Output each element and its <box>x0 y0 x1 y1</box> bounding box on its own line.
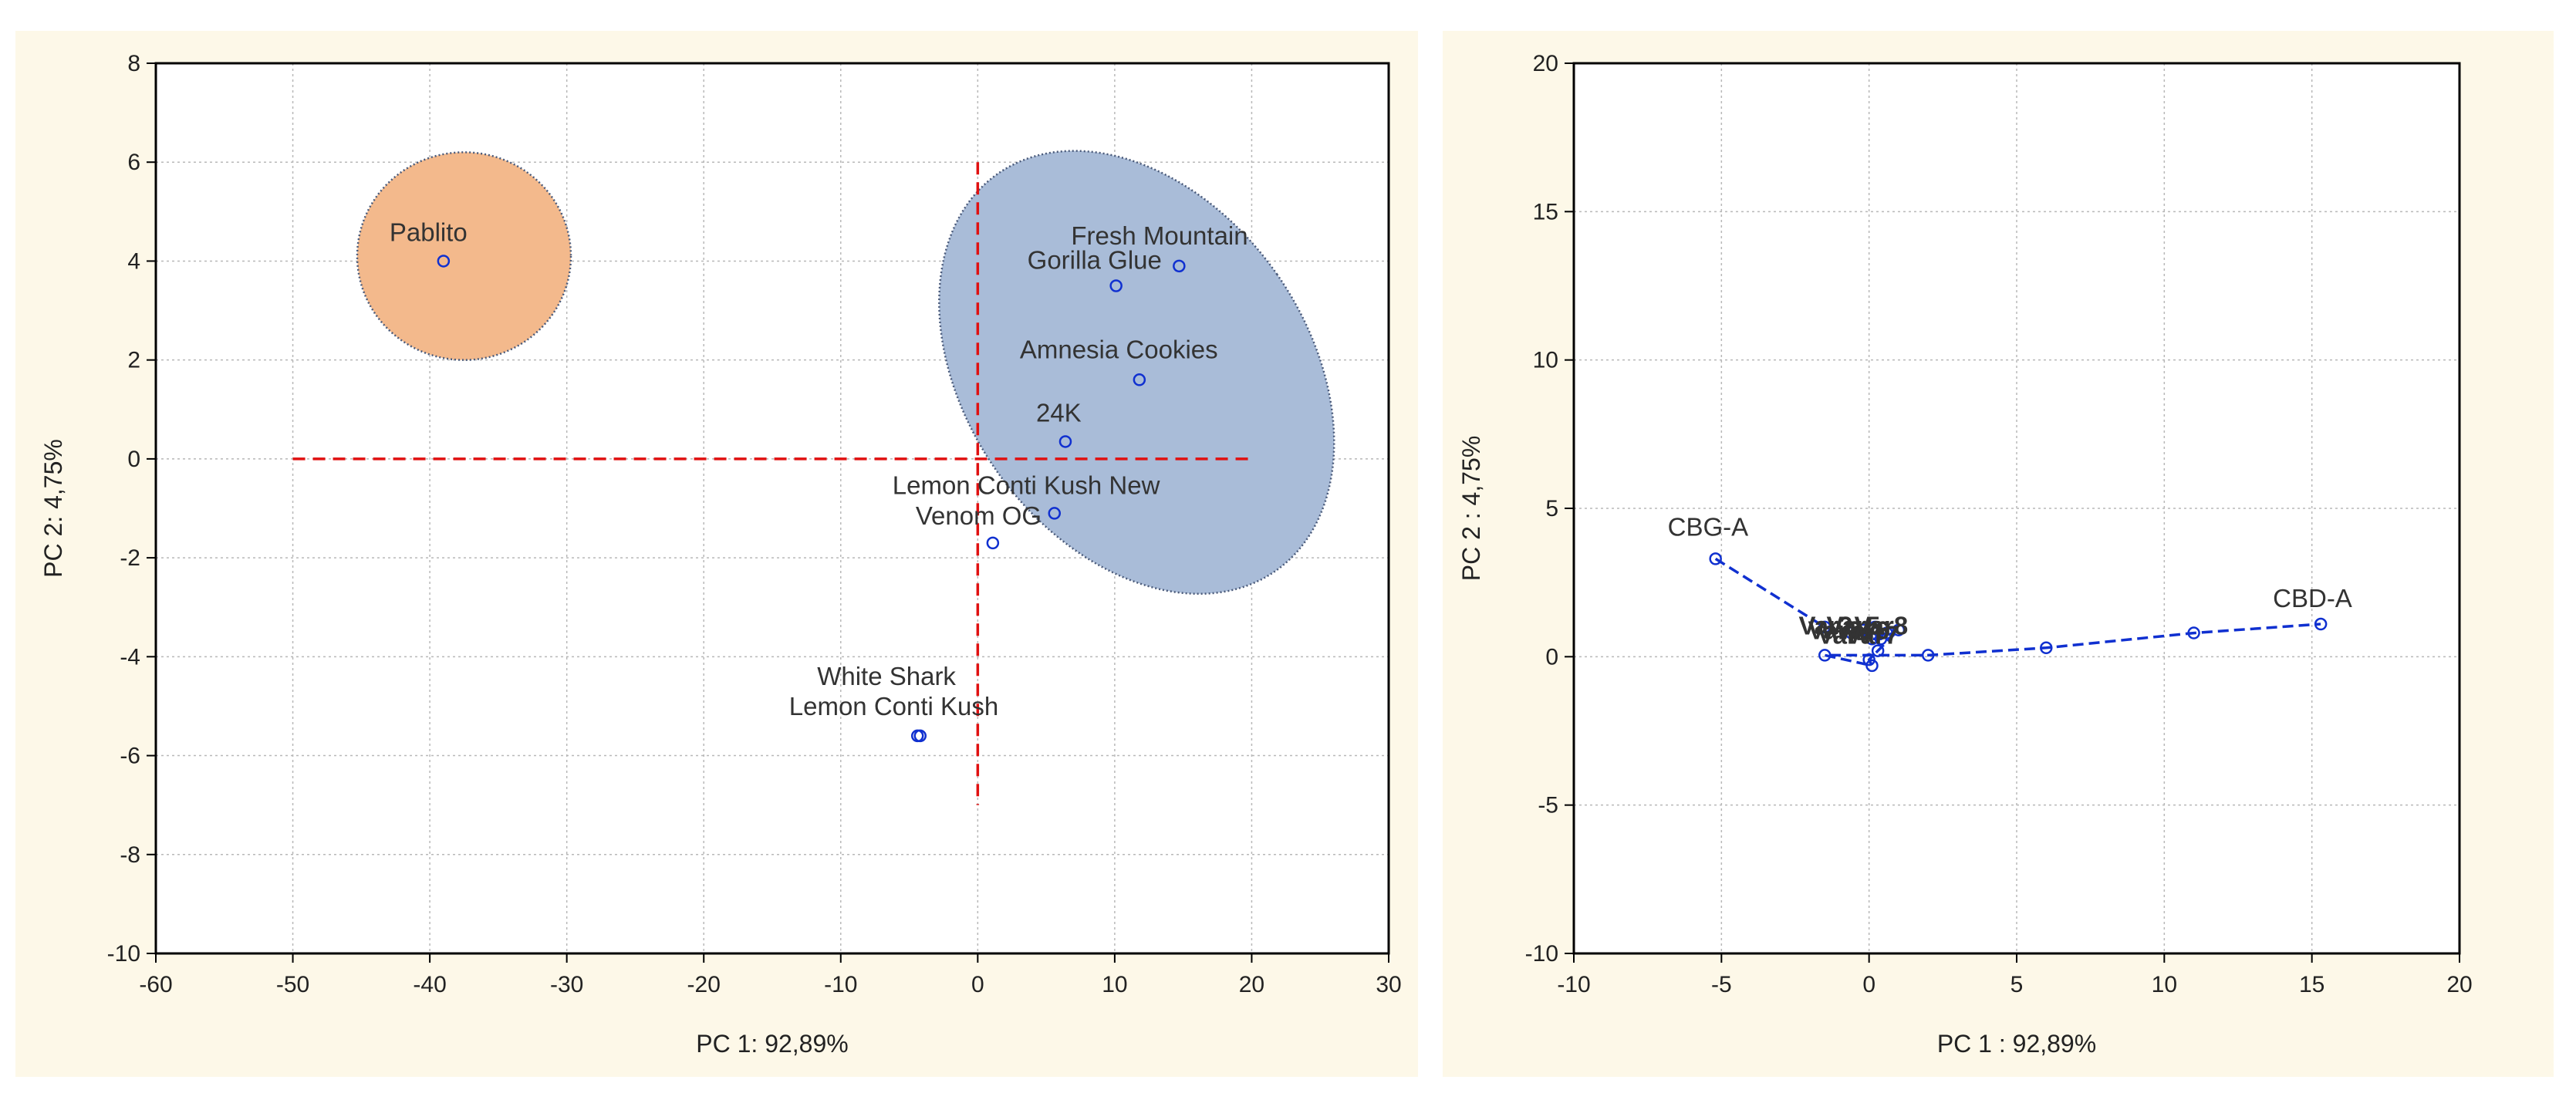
loading-point <box>1818 649 1832 662</box>
loading-point <box>1874 633 1888 646</box>
right-x-tick-label: -5 <box>1711 972 1732 997</box>
left-y-tick-label: 8 <box>127 51 140 76</box>
data-point <box>1109 279 1123 292</box>
left-y-axis-title: PC 2: 4,75% <box>39 439 67 578</box>
right-x-tick-label: 5 <box>2010 972 2024 997</box>
left-x-tick-label: 20 <box>1239 972 1264 997</box>
left-x-axis-title: PC 1: 92,89% <box>696 1030 848 1058</box>
right-x-tick-label: 0 <box>1862 972 1875 997</box>
right-x-tick-label: 15 <box>2299 972 2324 997</box>
data-point <box>986 536 1000 550</box>
loading-point <box>1865 633 1879 646</box>
left-y-tick-label: 0 <box>127 447 140 472</box>
data-point-label: Venom OG <box>916 501 1042 530</box>
loading-cluster-label: Var4 <box>1817 621 1871 650</box>
left-plot-frame <box>154 62 1390 955</box>
right-y-tick-label: -5 <box>1538 793 1558 818</box>
right-x-tick-label: 20 <box>2446 972 2472 997</box>
loading-point <box>1856 623 1870 636</box>
right-y-tick-label: -10 <box>1525 941 1558 967</box>
left-x-tick-label: 10 <box>1102 972 1127 997</box>
data-point <box>1173 259 1186 273</box>
left-x-tick-label: 30 <box>1376 972 1401 997</box>
loading-point <box>2187 626 2200 639</box>
left-y-tick-label: -4 <box>120 644 140 670</box>
left-x-tick-label: -30 <box>550 972 583 997</box>
left-chart-panel: -60 -50 -40 -30 -20 -10 0 10 20 30 -10 -8 -6 -4 -2 0 2 4 6… <box>15 31 1418 1077</box>
right-y-tick-label: 10 <box>1533 348 1558 373</box>
data-point-label: 24K <box>1036 398 1082 427</box>
data-point-label: Lemon Conti Kush <box>789 692 999 720</box>
left-y-tick-label: 2 <box>127 348 140 373</box>
left-x-tick-label: -50 <box>276 972 309 997</box>
data-point-label: Pablito <box>390 218 468 246</box>
data-point <box>1048 507 1062 520</box>
loading-cluster-label: Var7 <box>1845 621 1899 650</box>
left-y-tick-label: 4 <box>127 248 140 274</box>
loading-label-cbda: CBD-A <box>2273 584 2352 612</box>
loading-cluster-label: Var3 <box>1808 616 1862 645</box>
data-point-label: Gorilla Glue <box>1028 246 1162 275</box>
loading-cluster-label: Var2 <box>1798 612 1852 640</box>
loading-point <box>1709 552 1722 565</box>
loading-cluster-label: Var8 <box>1854 612 1908 640</box>
right-x-tick-label: 10 <box>2152 972 2177 997</box>
loading-point <box>2040 641 2053 655</box>
loading-point <box>1865 659 1879 673</box>
loading-cluster-label: Var5 <box>1826 612 1880 640</box>
loading-point <box>1892 623 1906 636</box>
left-y-tick-label: -10 <box>107 941 140 967</box>
loading-series-line <box>1714 557 2321 668</box>
data-point-label: Amnesia Cookies <box>1020 335 1218 363</box>
data-point-label: White Shark <box>817 662 956 690</box>
right-x-tick-label: -10 <box>1557 972 1590 997</box>
right-y-tick-label: 5 <box>1545 496 1558 521</box>
pca-score-plot: -60 -50 -40 -30 -20 -10 0 10 20 30-10-8-6-4-20246… <box>39 51 1402 1058</box>
loading-point <box>1871 644 1885 657</box>
data-point <box>913 729 927 743</box>
loading-point <box>2314 617 2328 631</box>
left-x-tick-label: -60 <box>139 972 172 997</box>
left-y-tick-label: -8 <box>120 842 140 868</box>
right-x-axis-title: PC 1 : 92,89% <box>1937 1030 2096 1058</box>
left-y-tick-label: -2 <box>120 545 140 571</box>
loading-cluster-label: Var6 <box>1835 616 1889 645</box>
data-point <box>437 255 451 268</box>
left-x-tick-label: 0 <box>971 972 984 997</box>
data-point <box>1133 373 1146 386</box>
cluster-ellipse-1 <box>938 150 1335 596</box>
pca-loading-plot: -10 -5 0 5 10 15 20 -10 -5 0 5 10 15 20 PC 1 : 92,89% P… <box>1457 51 2473 1058</box>
left-x-tick-label: -20 <box>687 972 721 997</box>
loading-point <box>1921 649 1935 662</box>
right-y-tick-label: 0 <box>1545 644 1558 670</box>
loading-point <box>1862 653 1875 666</box>
loading-point <box>1845 626 1858 639</box>
right-chart-panel: -10 -5 0 5 10 15 20 -10 -5 0 5 10 15 20 PC 1 : 92,89% P… <box>1443 31 2554 1077</box>
left-x-tick-label: -10 <box>824 972 857 997</box>
right-plot-frame <box>1572 62 2461 955</box>
cluster-ellipse-0 <box>356 151 572 361</box>
loading-point <box>1869 620 1882 634</box>
right-y-tick-label: 15 <box>1533 199 1558 224</box>
left-y-tick-label: -6 <box>120 744 140 769</box>
right-y-tick-label: 20 <box>1533 51 1558 76</box>
data-point <box>1058 435 1072 448</box>
data-point-label: Fresh Mountain <box>1071 221 1247 250</box>
data-point-label: Lemon Conti Kush New <box>893 471 1160 499</box>
loading-label-cbga: CBG-A <box>1668 512 1749 541</box>
loading-point <box>1818 620 1832 634</box>
left-x-tick-label: -40 <box>413 972 446 997</box>
right-y-axis-title: PC 2 : 4,75% <box>1457 436 1485 582</box>
left-y-tick-label: 6 <box>127 150 140 175</box>
